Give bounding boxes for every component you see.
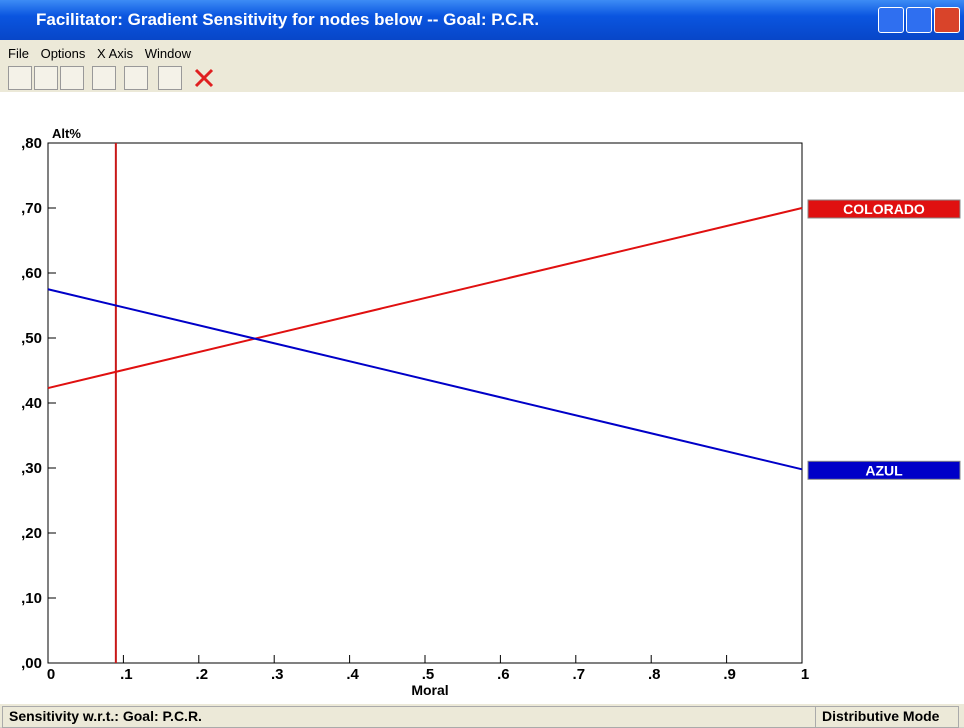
menu-item[interactable]: X Axis [97, 46, 134, 61]
title-bar: Facilitator: Gradient Sensitivity for no… [0, 0, 964, 40]
x-axis-label: Moral [411, 682, 448, 698]
y-tick-label: ,00 [21, 655, 42, 672]
x-tick-label: .4 [346, 666, 359, 683]
x-tick-label: 1 [801, 666, 809, 683]
status-left: Sensitivity w.r.t.: Goal: P.C.R. [2, 706, 816, 728]
legend-label: COLORADO [843, 201, 925, 217]
x-tick-label: 0 [47, 666, 55, 683]
y-tick-label: ,10 [21, 590, 42, 607]
y-axis-label: Alt% [52, 126, 81, 141]
x-tick-label: .2 [196, 666, 209, 683]
menu-bar: File Options X Axis Window [0, 42, 964, 64]
tool-button[interactable] [60, 66, 84, 90]
maximize-button[interactable] [906, 7, 932, 33]
y-tick-label: ,30 [21, 460, 42, 477]
menu-item[interactable]: Window [144, 46, 192, 61]
close-button[interactable] [934, 7, 960, 33]
legend-label: AZUL [865, 462, 903, 478]
y-tick-label: ,60 [21, 265, 42, 282]
tool-button[interactable] [92, 66, 116, 90]
x-tick-label: .6 [497, 666, 510, 683]
status-bar: Sensitivity w.r.t.: Goal: P.C.R. Distrib… [0, 704, 964, 728]
tool-button[interactable] [8, 66, 32, 90]
window-title: Facilitator: Gradient Sensitivity for no… [36, 10, 540, 29]
series-line [47, 207, 803, 390]
tool-button[interactable] [158, 66, 182, 90]
y-tick-label: ,40 [21, 395, 42, 412]
y-tick-label: ,50 [21, 330, 42, 347]
x-tick-label: .7 [573, 666, 586, 683]
legend-box [807, 460, 961, 480]
menu-item[interactable]: Options [40, 46, 86, 61]
x-tick-label: .1 [120, 666, 133, 683]
x-tick-label: .5 [422, 666, 435, 683]
menu-item[interactable]: File [8, 46, 29, 61]
legend-box [807, 199, 961, 219]
minimize-button[interactable] [878, 7, 904, 33]
x-tick-label: .3 [271, 666, 284, 683]
y-tick-label: ,70 [21, 200, 42, 217]
x-tick-label: .8 [648, 666, 661, 683]
tool-button[interactable] [34, 66, 58, 90]
y-tick-label: ,20 [21, 525, 42, 542]
x-tick-label: .9 [723, 666, 736, 683]
delete-button[interactable] [192, 66, 214, 88]
toolbar [0, 64, 964, 92]
status-right: Distributive Mode [815, 706, 959, 728]
chart-background [0, 92, 964, 704]
chart: ,00 ,10 ,20 ,30 ,40 ,50 ,60 ,70 ,80 0 .1 .2 .3 .4 .5 .6… [0, 92, 964, 704]
tool-button[interactable] [124, 66, 148, 90]
y-tick-label: ,80 [21, 135, 42, 152]
series-line [47, 288, 803, 471]
